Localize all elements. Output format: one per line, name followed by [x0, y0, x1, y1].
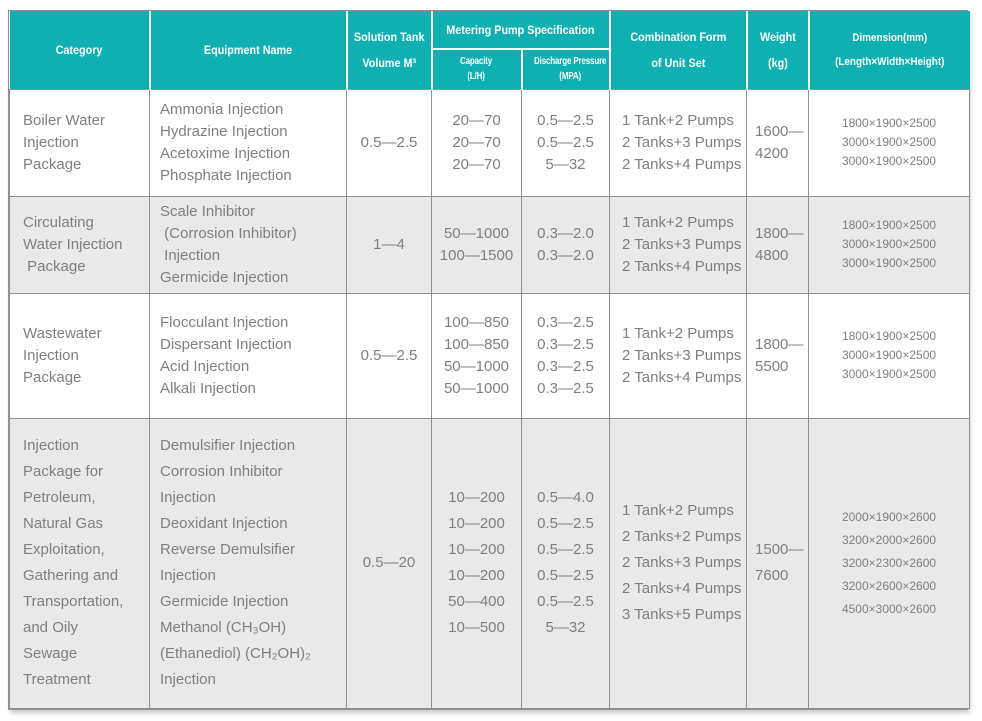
category-text: Circulating Water Injection Package — [23, 213, 123, 275]
combination-text: 1 Tank+2 Pumps 2 Tanks+2 Pumps 2 Tanks+3… — [622, 502, 742, 623]
combination-text: 1 Tank+2 Pumps 2 Tanks+3 Pumps 2 Tanks+4… — [622, 111, 742, 173]
capacity-cell: 10—200 10—200 10—200 10—200 50—400 10—50… — [431, 417, 522, 709]
discharge-pressure-text: 0.5—2.5 0.5—2.5 5—32 — [537, 111, 594, 173]
weight-text: 1500— 7600 — [755, 541, 804, 584]
weight-text: 1800— 4800 — [755, 224, 804, 264]
col-header-equipment-name-label: Equipment Name — [203, 42, 293, 57]
category-text: Injection Package for Petroleum, Natural… — [23, 437, 124, 688]
col-header-equipment-name: Equipment Name — [148, 11, 348, 90]
tank-volume-cell: 1—4 — [346, 195, 432, 294]
category-text: Wastewater Injection Package — [23, 324, 102, 386]
combination-text: 1 Tank+2 Pumps 2 Tanks+3 Pumps 2 Tanks+4… — [622, 213, 742, 275]
col-header-category-label: Category — [55, 42, 103, 57]
discharge-pressure-text: 0.5—4.0 0.5—2.5 0.5—2.5 0.5—2.5 0.5—2.5 … — [537, 489, 594, 636]
tank-volume-text: 0.5—20 — [362, 554, 416, 571]
capacity-cell: 20—70 20—70 20—70 — [431, 88, 522, 197]
table-header: Category Equipment Name Solution Tank Vo… — [9, 11, 970, 90]
capacity-text: 10—200 10—200 10—200 10—200 50—400 10—50… — [448, 489, 505, 636]
dimension-text: 1800×1900×2500 3000×1900×2500 3000×1900×… — [841, 116, 937, 168]
combination-cell: 1 Tank+2 Pumps 2 Tanks+2 Pumps 2 Tanks+3… — [609, 417, 748, 709]
capacity-cell: 50—1000 100—1500 — [431, 195, 522, 294]
combination-cell: 1 Tank+2 Pumps 2 Tanks+3 Pumps 2 Tanks+4… — [609, 292, 748, 419]
table-body: Boiler Water Injection Package Ammonia I… — [9, 88, 971, 709]
discharge-pressure-cell: 0.3—2.5 0.3—2.5 0.3—2.5 0.3—2.5 — [520, 292, 611, 419]
equipment-spec-table: Category Equipment Name Solution Tank Vo… — [9, 11, 971, 709]
equipment-text: Scale Inhibitor (Corrosion Inhibitor) In… — [160, 202, 297, 286]
col-header-discharge-pressure: Discharge Pressure (MPA) — [520, 48, 611, 90]
equipment-cell: Ammonia Injection Hydrazine Injection Ac… — [149, 88, 347, 197]
col-header-category: Category — [9, 11, 151, 90]
category-cell: Boiler Water Injection Package — [9, 88, 150, 197]
col-header-solution-tank-label: Solution Tank Volume M³ — [353, 29, 425, 70]
capacity-text: 20—70 20—70 20—70 — [452, 111, 501, 173]
category-cell: Wastewater Injection Package — [9, 292, 150, 419]
capacity-cell: 100—850 100—850 50—1000 50—1000 — [431, 292, 522, 419]
equipment-spec-table-card: Category Equipment Name Solution Tank Vo… — [8, 10, 971, 710]
tank-volume-text: 1—4 — [373, 235, 405, 253]
discharge-pressure-cell: 0.3—2.0 0.3—2.0 — [520, 195, 611, 294]
tank-volume-cell: 0.5—2.5 — [346, 292, 432, 419]
dimension-cell: 1800×1900×2500 3000×1900×2500 3000×1900×… — [808, 292, 971, 419]
dimension-text: 1800×1900×2500 3000×1900×2500 3000×1900×… — [841, 329, 937, 381]
category-cell: Injection Package for Petroleum, Natural… — [9, 417, 150, 709]
col-header-weight-label: Weight (kg) — [759, 29, 796, 70]
dimension-cell: 1800×1900×2500 3000×1900×2500 3000×1900×… — [808, 88, 971, 197]
discharge-pressure-text: 0.3—2.0 0.3—2.0 — [537, 224, 594, 264]
weight-cell: 1800— 5500 — [746, 292, 810, 419]
table-row-wastewater: Wastewater Injection Package Flocculant … — [9, 292, 971, 419]
weight-cell: 1800— 4800 — [746, 195, 810, 294]
discharge-pressure-cell: 0.5—4.0 0.5—2.5 0.5—2.5 0.5—2.5 0.5—2.5 … — [520, 417, 611, 709]
tank-volume-text: 0.5—2.5 — [360, 346, 418, 364]
table-row-petroleum: Injection Package for Petroleum, Natural… — [9, 417, 971, 709]
tank-volume-text: 0.5—2.5 — [360, 133, 418, 151]
equipment-cell: Scale Inhibitor (Corrosion Inhibitor) In… — [149, 195, 347, 294]
capacity-text: 100—850 100—850 50—1000 50—1000 — [443, 313, 510, 397]
col-header-combination-form-label: Combination Form of Unit Set — [630, 29, 727, 70]
combination-text: 1 Tank+2 Pumps 2 Tanks+3 Pumps 2 Tanks+4… — [622, 324, 742, 386]
capacity-text: 50—1000 100—1500 — [439, 224, 514, 264]
discharge-pressure-text: 0.3—2.5 0.3—2.5 0.3—2.5 0.3—2.5 — [537, 313, 594, 397]
equipment-text: Flocculant Injection Dispersant Injectio… — [160, 313, 292, 397]
dimension-cell: 1800×1900×2500 3000×1900×2500 3000×1900×… — [808, 195, 971, 294]
category-cell: Circulating Water Injection Package — [9, 195, 150, 294]
equipment-text: Demulsifier Injection Corrosion Inhibito… — [160, 437, 311, 688]
col-header-dimension: Dimension(mm) (Length×Width×Height) — [807, 11, 970, 90]
dimension-cell: 2000×1900×2600 3200×2000×2600 3200×2300×… — [808, 417, 971, 709]
weight-text: 1800— 5500 — [755, 335, 804, 375]
weight-cell: 1600— 4200 — [746, 88, 810, 197]
col-header-capacity-label: Capacity (L/H) — [460, 56, 493, 83]
col-header-capacity: Capacity (L/H) — [430, 48, 523, 90]
col-header-metering-pump-spec-label: Metering Pump Specification — [446, 22, 595, 37]
table-row-circulating-water: Circulating Water Injection Package Scal… — [9, 195, 971, 294]
weight-text: 1600— 4200 — [755, 122, 804, 162]
col-header-metering-pump-spec: Metering Pump Specification — [430, 11, 611, 50]
tank-volume-cell: 0.5—2.5 — [346, 88, 432, 197]
table-row-boiler-water: Boiler Water Injection Package Ammonia I… — [9, 88, 971, 197]
col-header-discharge-pressure-label: Discharge Pressure (MPA) — [533, 56, 606, 83]
col-header-dimension-label: Dimension(mm) (Length×Width×Height) — [834, 31, 945, 68]
col-header-solution-tank: Solution Tank Volume M³ — [345, 11, 433, 90]
combination-cell: 1 Tank+2 Pumps 2 Tanks+3 Pumps 2 Tanks+4… — [609, 195, 748, 294]
discharge-pressure-cell: 0.5—2.5 0.5—2.5 5—32 — [520, 88, 611, 197]
weight-cell: 1500— 7600 — [746, 417, 810, 709]
col-header-weight: Weight (kg) — [745, 11, 810, 90]
combination-cell: 1 Tank+2 Pumps 2 Tanks+3 Pumps 2 Tanks+4… — [609, 88, 748, 197]
equipment-cell: Flocculant Injection Dispersant Injectio… — [149, 292, 347, 419]
dimension-text: 1800×1900×2500 3000×1900×2500 3000×1900×… — [841, 218, 937, 270]
category-text: Boiler Water Injection Package — [23, 111, 105, 173]
equipment-text: Ammonia Injection Hydrazine Injection Ac… — [160, 100, 292, 184]
dimension-text: 2000×1900×2600 3200×2000×2600 3200×2300×… — [841, 509, 937, 616]
equipment-cell: Demulsifier Injection Corrosion Inhibito… — [149, 417, 347, 709]
col-header-combination-form: Combination Form of Unit Set — [608, 11, 748, 90]
tank-volume-cell: 0.5—20 — [346, 417, 432, 709]
